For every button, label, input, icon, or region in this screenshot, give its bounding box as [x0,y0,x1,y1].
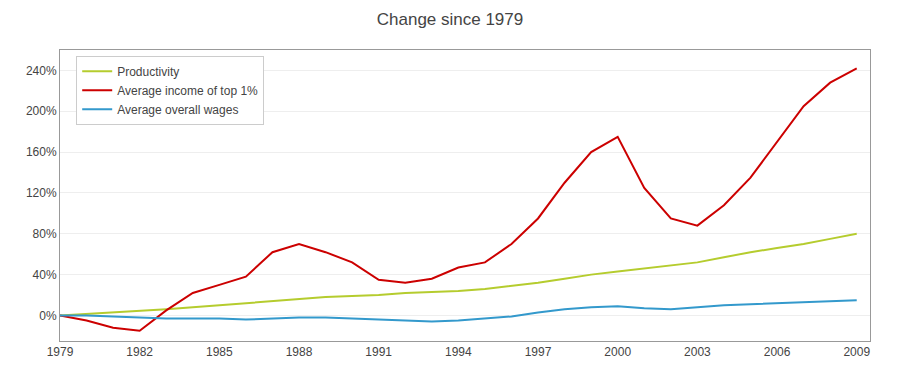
svg-text:1991: 1991 [365,345,392,359]
svg-text:Change since 1979: Change since 1979 [377,10,524,29]
svg-text:1979: 1979 [47,345,74,359]
svg-text:2006: 2006 [764,345,791,359]
svg-text:1997: 1997 [525,345,552,359]
svg-text:2009: 2009 [843,345,870,359]
svg-text:1985: 1985 [206,345,233,359]
svg-text:1988: 1988 [286,345,313,359]
svg-text:160%: 160% [26,145,57,159]
svg-text:2003: 2003 [684,345,711,359]
svg-text:120%: 120% [26,186,57,200]
svg-text:1994: 1994 [445,345,472,359]
svg-text:1982: 1982 [126,345,153,359]
svg-text:2000: 2000 [604,345,631,359]
svg-text:Productivity: Productivity [117,65,179,79]
svg-text:40%: 40% [33,268,57,282]
svg-text:Average income of top 1%: Average income of top 1% [117,84,258,98]
svg-text:240%: 240% [26,64,57,78]
svg-text:Average overall wages: Average overall wages [117,103,238,117]
svg-text:200%: 200% [26,104,57,118]
svg-text:0%: 0% [39,309,57,323]
svg-text:80%: 80% [33,227,57,241]
